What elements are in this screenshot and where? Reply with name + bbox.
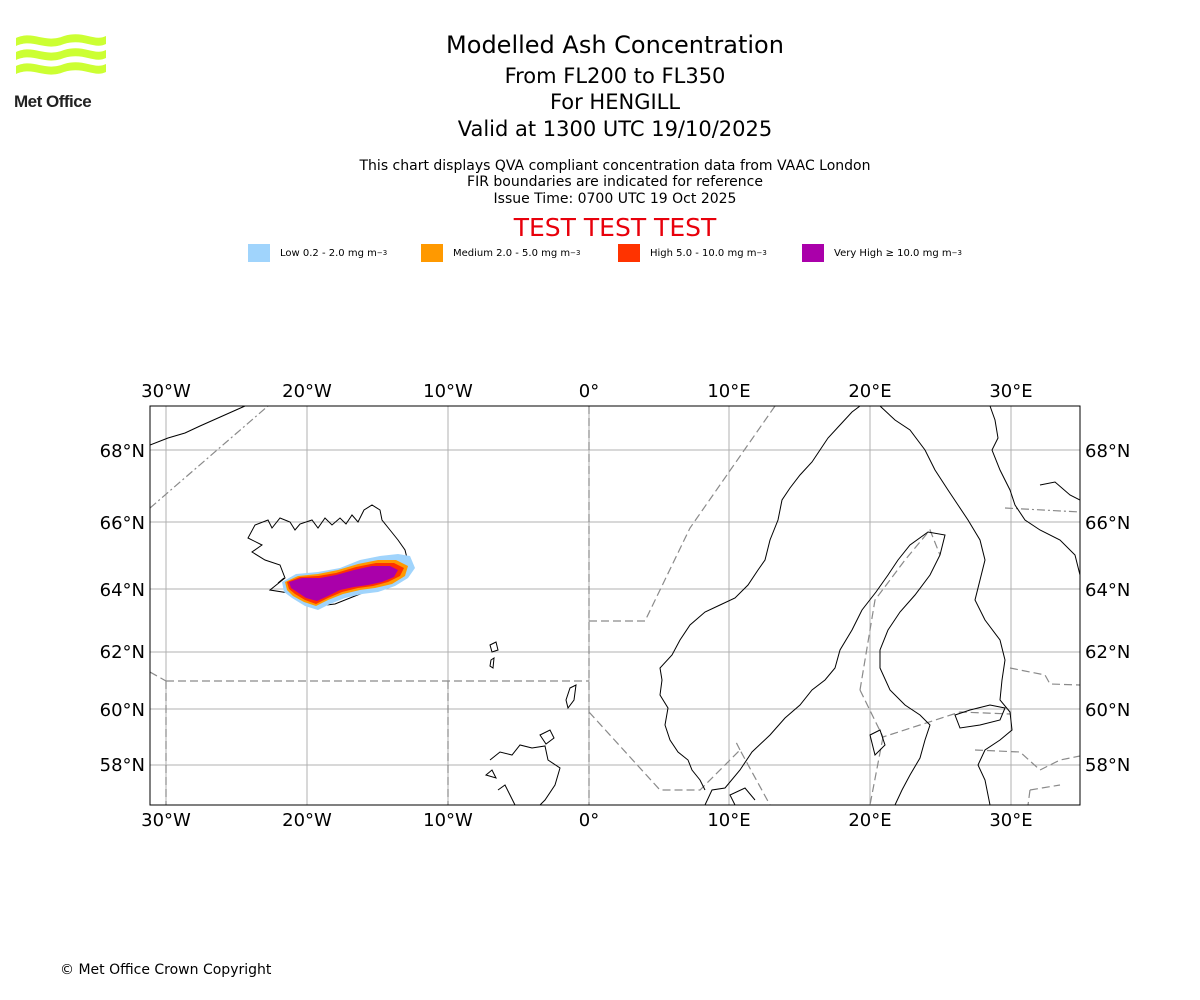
lon-label-bottom-10w: 10°W	[423, 810, 473, 831]
scotland-coast	[484, 744, 561, 805]
lat-label-left-62n: 62°N	[100, 642, 145, 663]
lon-label-bottom-0: 0°	[579, 810, 599, 831]
lat-label-left-68n: 68°N	[100, 441, 145, 462]
met-office-logo-text: Met Office	[14, 92, 92, 111]
flight-level-range: From FL200 to FL350	[504, 64, 726, 88]
legend-swatch-very-high	[802, 244, 824, 262]
test-banner: TEST TEST TEST	[513, 213, 717, 242]
fir-boundaries	[150, 406, 1080, 805]
valid-time: Valid at 1300 UTC 19/10/2025	[457, 117, 773, 141]
lon-label-top-30e: 30°E	[989, 381, 1032, 402]
legend-label-very-high: Very High ≥ 10.0 mg m	[834, 247, 952, 259]
ash-plume-very-high	[289, 566, 398, 601]
lon-label-top-0: 0°	[579, 381, 599, 402]
lon-label-bottom-20e: 20°E	[848, 810, 891, 831]
met-office-logo-waves-icon	[16, 34, 106, 75]
lat-label-right-58n: 58°N	[1085, 755, 1130, 776]
lon-label-top-20e: 20°E	[848, 381, 891, 402]
lat-label-left-60n: 60°N	[100, 700, 145, 721]
faroe-islands	[489, 641, 499, 669]
legend-item-medium: Medium 2.0 - 5.0 mg m −3	[421, 244, 580, 262]
legend-item-high: High 5.0 - 10.0 mg m −3	[618, 244, 767, 262]
legend-exp-low: −3	[376, 249, 388, 257]
lat-label-right-60n: 60°N	[1085, 700, 1130, 721]
legend-exp-very-high: −3	[951, 249, 962, 257]
subtitle-line-1: This chart displays QVA compliant concen…	[359, 158, 871, 174]
lon-label-bottom-20w: 20°W	[282, 810, 332, 831]
volcano-name: For HENGILL	[549, 90, 681, 114]
map-frame	[149, 405, 1081, 806]
legend-swatch-medium	[421, 244, 443, 262]
legend-item-low: Low 0.2 - 2.0 mg m −3	[248, 244, 387, 262]
lat-label-left-66n: 66°N	[100, 513, 145, 534]
copyright-notice: © Met Office Crown Copyright	[60, 962, 272, 978]
lon-label-top-30w: 30°W	[141, 381, 191, 402]
lon-label-bottom-30w: 30°W	[141, 810, 191, 831]
scandinavia-coast	[659, 406, 1080, 805]
legend-swatch-low	[248, 244, 270, 262]
lat-label-right-62n: 62°N	[1085, 642, 1130, 663]
lon-label-top-10w: 10°W	[423, 381, 473, 402]
legend-swatch-high	[618, 244, 640, 262]
issue-time: Issue Time: 0700 UTC 19 Oct 2025	[493, 191, 737, 207]
lat-label-left-64n: 64°N	[100, 580, 145, 601]
legend-exp-medium: −3	[570, 249, 581, 257]
legend-item-very-high: Very High ≥ 10.0 mg m −3	[802, 244, 962, 262]
shetland-islands	[565, 684, 577, 710]
lat-label-right-64n: 64°N	[1085, 580, 1130, 601]
lon-label-bottom-30e: 30°E	[989, 810, 1032, 831]
lon-label-top-20w: 20°W	[282, 381, 332, 402]
subtitle-line-2: FIR boundaries are indicated for referen…	[467, 174, 763, 190]
legend-label-high: High 5.0 - 10.0 mg m	[650, 247, 757, 259]
orkney-islands	[539, 729, 555, 745]
lon-label-top-10e: 10°E	[707, 381, 750, 402]
lat-label-right-68n: 68°N	[1085, 441, 1130, 462]
lat-label-right-66n: 66°N	[1085, 513, 1130, 534]
lat-label-left-58n: 58°N	[100, 755, 145, 776]
lon-label-bottom-10e: 10°E	[707, 810, 750, 831]
greenland-coast	[150, 406, 246, 446]
chart-title: Modelled Ash Concentration	[446, 31, 784, 59]
volcano-marker	[277, 577, 285, 584]
legend-label-low: Low 0.2 - 2.0 mg m	[280, 247, 377, 259]
legend-exp-high: −3	[756, 249, 767, 257]
graticule	[150, 406, 1080, 805]
legend-label-medium: Medium 2.0 - 5.0 mg m	[453, 247, 571, 259]
